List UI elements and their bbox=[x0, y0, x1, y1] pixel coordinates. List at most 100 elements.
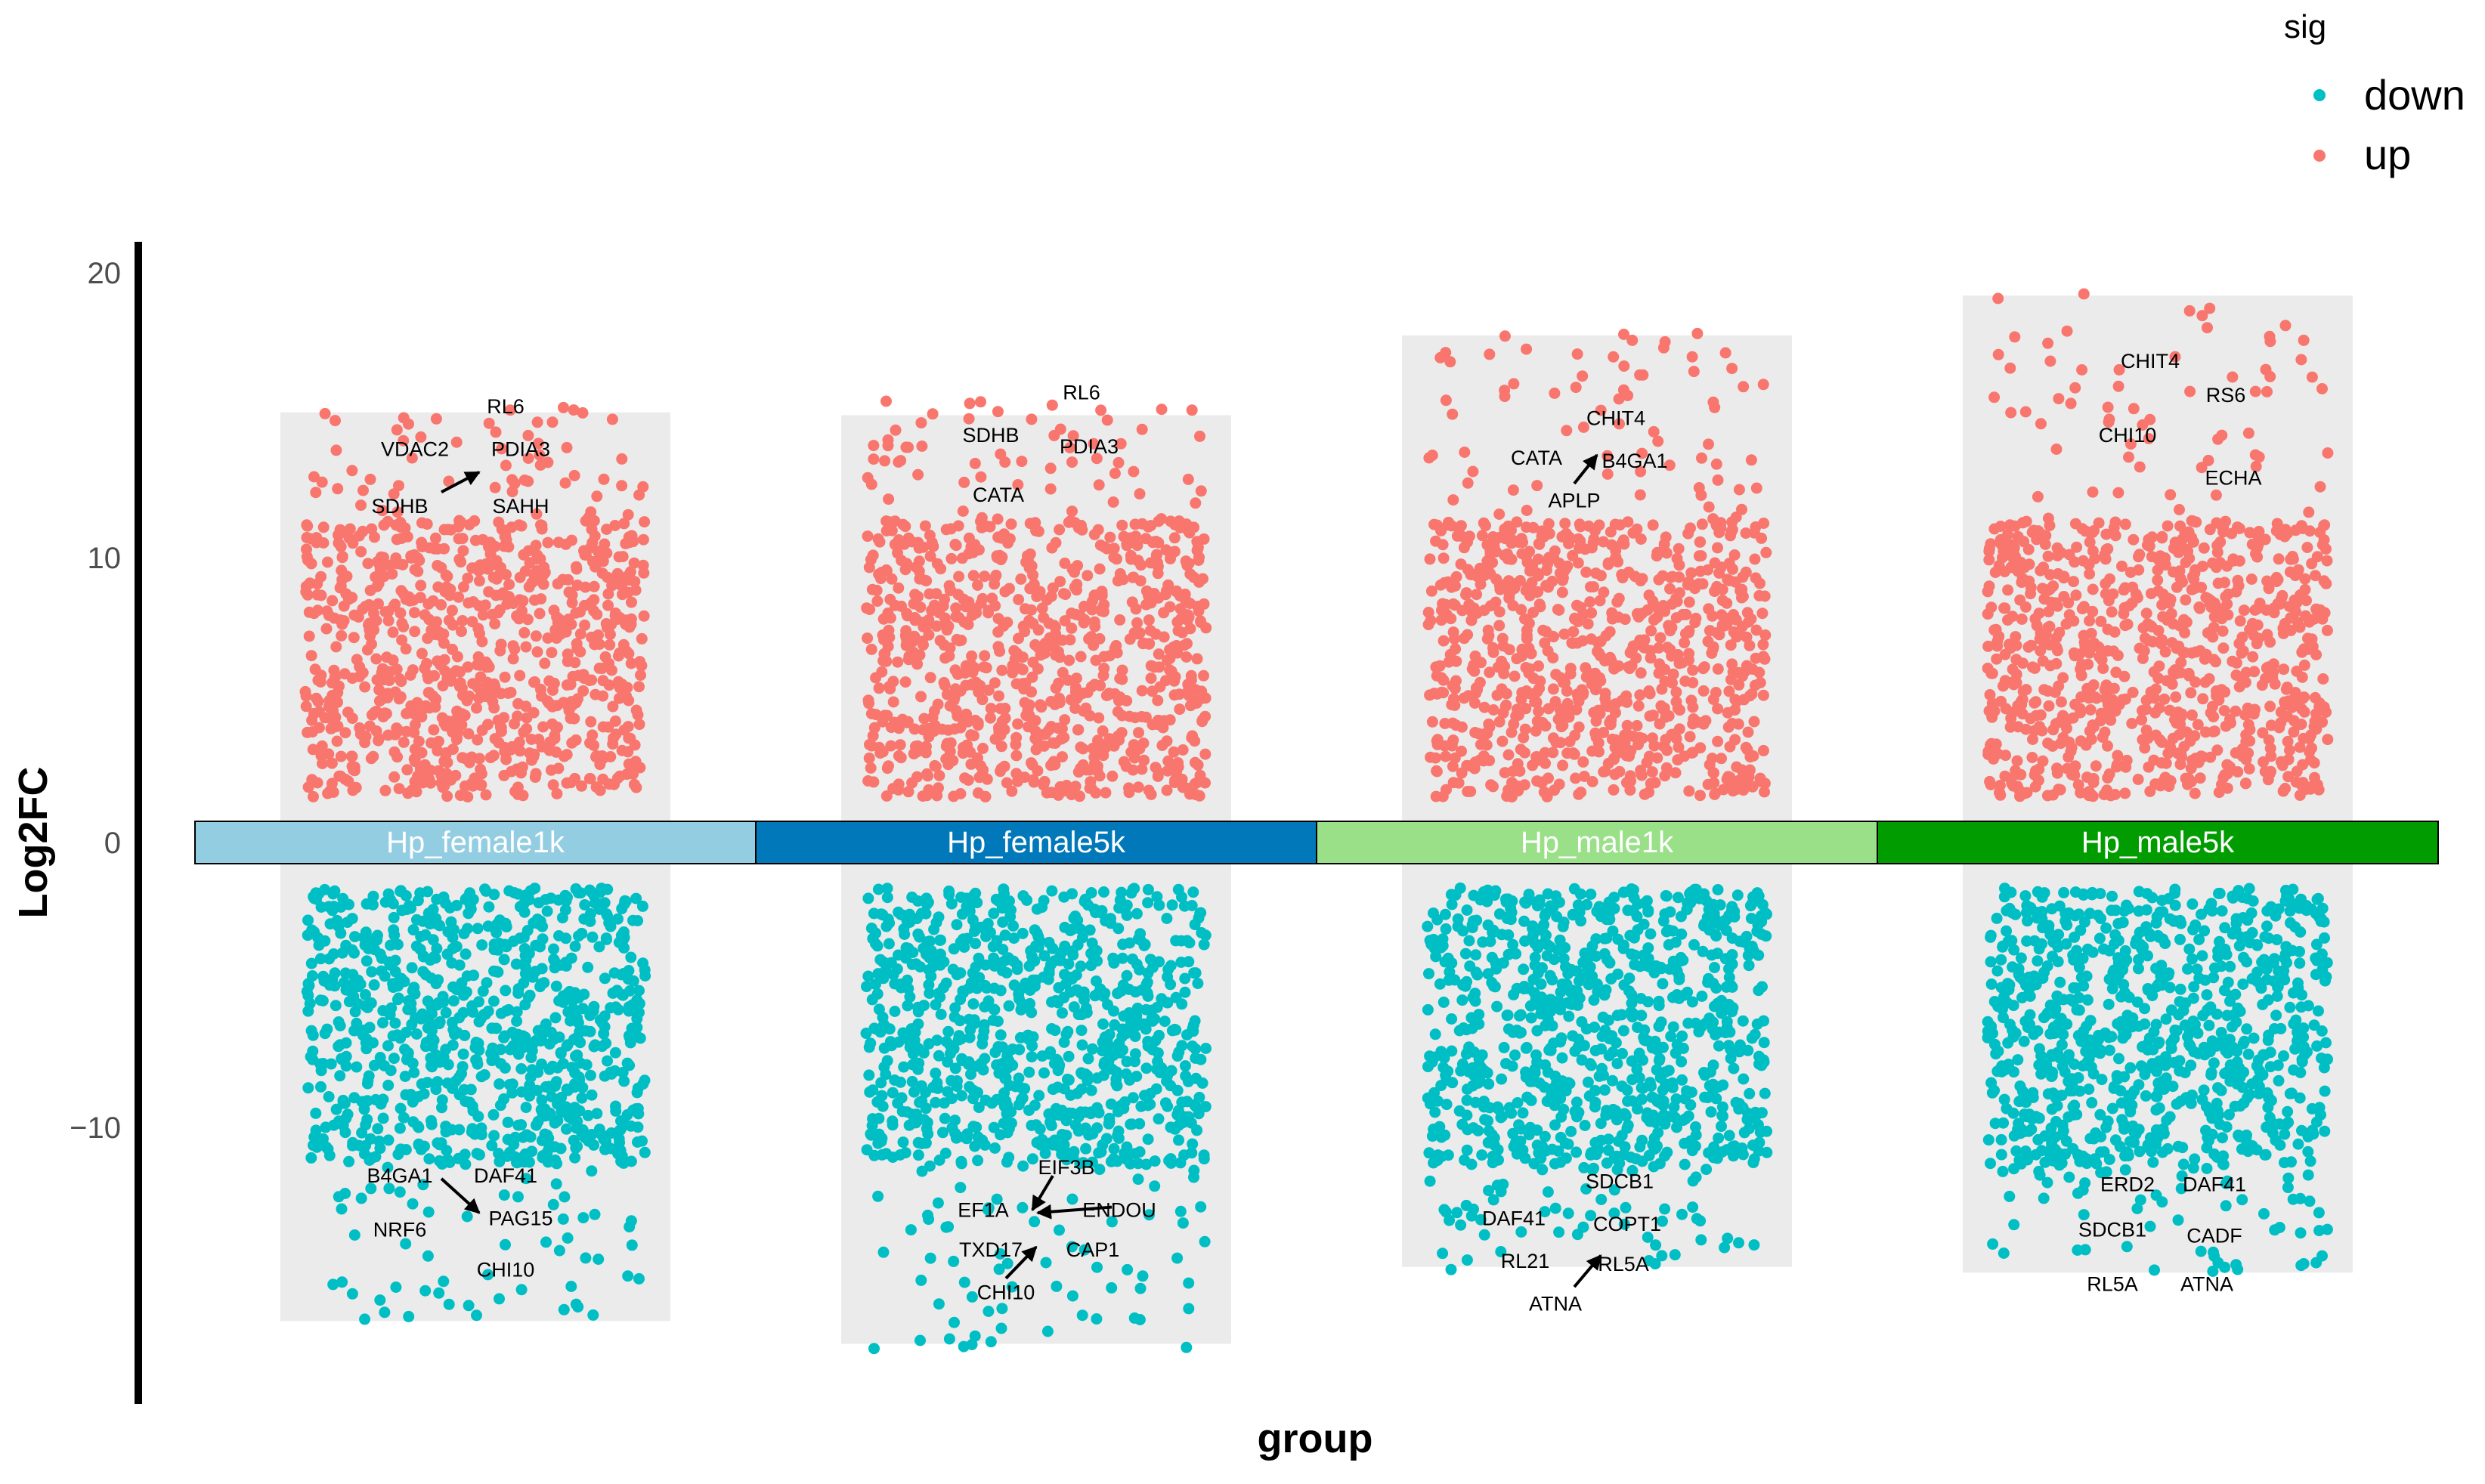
point-up bbox=[1555, 672, 1567, 684]
point-down bbox=[1179, 1060, 1191, 1072]
point-down bbox=[560, 932, 572, 945]
point-up bbox=[1133, 727, 1144, 739]
point-up bbox=[1425, 614, 1437, 626]
point-up bbox=[912, 468, 924, 481]
point-up bbox=[474, 628, 485, 640]
point-up bbox=[1616, 694, 1628, 706]
point-up bbox=[1748, 716, 1760, 728]
point-down bbox=[440, 1006, 452, 1019]
point-up bbox=[565, 777, 577, 789]
point-up bbox=[1515, 604, 1527, 616]
point-up bbox=[1026, 518, 1038, 530]
point-up bbox=[1635, 765, 1647, 777]
point-up bbox=[1527, 607, 1540, 618]
point-up bbox=[604, 638, 616, 651]
point-down bbox=[889, 1074, 901, 1086]
point-down bbox=[630, 892, 642, 904]
point-down bbox=[1195, 1201, 1207, 1213]
point-down bbox=[448, 1028, 460, 1040]
point-down bbox=[1046, 885, 1058, 897]
point-down bbox=[893, 949, 904, 961]
point-up bbox=[330, 415, 341, 427]
point-up bbox=[343, 593, 354, 605]
point-down bbox=[463, 907, 475, 920]
point-down bbox=[877, 1100, 889, 1112]
point-down bbox=[515, 1086, 528, 1098]
point-up bbox=[330, 721, 341, 733]
point-up bbox=[1717, 784, 1729, 796]
point-up bbox=[1168, 675, 1181, 687]
point-up bbox=[370, 571, 382, 583]
point-down bbox=[1174, 1205, 1187, 1217]
point-up bbox=[494, 716, 506, 728]
point-up bbox=[1181, 638, 1193, 650]
point-up bbox=[568, 404, 580, 416]
point-up bbox=[1723, 685, 1735, 697]
point-up bbox=[1726, 524, 1738, 536]
point-down bbox=[410, 1028, 422, 1040]
point-down bbox=[1125, 1118, 1137, 1130]
point-up bbox=[1487, 556, 1499, 568]
point-down bbox=[979, 1000, 991, 1013]
point-up bbox=[1467, 465, 1479, 478]
point-up bbox=[633, 489, 645, 501]
point-down bbox=[1129, 1031, 1141, 1043]
point-up bbox=[1589, 727, 1601, 739]
point-down bbox=[1051, 1280, 1063, 1292]
point-up bbox=[1520, 550, 1532, 562]
point-down bbox=[1636, 1093, 1648, 1105]
point-up bbox=[609, 715, 621, 727]
point-down bbox=[958, 1276, 970, 1288]
point-down bbox=[565, 1281, 577, 1292]
point-up bbox=[588, 515, 600, 527]
point-up bbox=[1439, 718, 1451, 729]
point-up bbox=[597, 773, 609, 785]
point-up bbox=[323, 713, 336, 724]
point-up bbox=[1499, 330, 1511, 342]
point-up bbox=[1506, 537, 1518, 549]
point-up bbox=[871, 595, 884, 608]
point-up bbox=[514, 669, 526, 682]
point-up bbox=[1184, 700, 1196, 712]
point-up bbox=[1657, 703, 1669, 716]
point-up bbox=[351, 654, 363, 666]
point-down bbox=[910, 1117, 922, 1129]
point-down bbox=[1046, 1023, 1058, 1034]
point-down bbox=[355, 1192, 367, 1204]
point-down bbox=[948, 943, 960, 955]
point-down bbox=[518, 1040, 531, 1052]
point-up bbox=[1645, 625, 1657, 637]
point-up bbox=[311, 532, 323, 544]
point-down bbox=[1713, 1040, 1725, 1052]
point-up bbox=[1569, 729, 1581, 741]
point-up bbox=[1749, 679, 1761, 691]
point-down bbox=[1459, 948, 1472, 960]
point-down bbox=[587, 1005, 599, 1017]
point-down bbox=[636, 900, 648, 912]
point-up bbox=[634, 656, 646, 668]
point-up bbox=[1587, 536, 1599, 549]
point-up bbox=[881, 710, 893, 722]
point-down bbox=[457, 1006, 469, 1019]
point-down bbox=[1571, 1146, 1583, 1158]
point-down bbox=[1032, 1136, 1044, 1149]
point-up bbox=[1553, 604, 1565, 616]
point-up bbox=[871, 584, 883, 596]
point-down bbox=[930, 1067, 942, 1079]
point-up bbox=[1608, 784, 1620, 796]
point-up bbox=[1543, 518, 1555, 530]
point-down bbox=[1091, 1313, 1103, 1325]
point-down bbox=[445, 916, 457, 928]
point-down bbox=[1117, 938, 1129, 951]
point-up bbox=[637, 533, 649, 546]
point-down bbox=[621, 1109, 633, 1121]
point-down bbox=[1132, 1158, 1144, 1170]
point-up bbox=[409, 564, 421, 576]
point-up bbox=[1570, 382, 1582, 394]
point-up bbox=[1177, 744, 1189, 756]
point-up bbox=[1082, 687, 1094, 698]
point-down bbox=[924, 1252, 936, 1264]
point-up bbox=[1184, 527, 1196, 539]
point-up bbox=[422, 632, 434, 645]
point-down bbox=[1085, 960, 1097, 972]
